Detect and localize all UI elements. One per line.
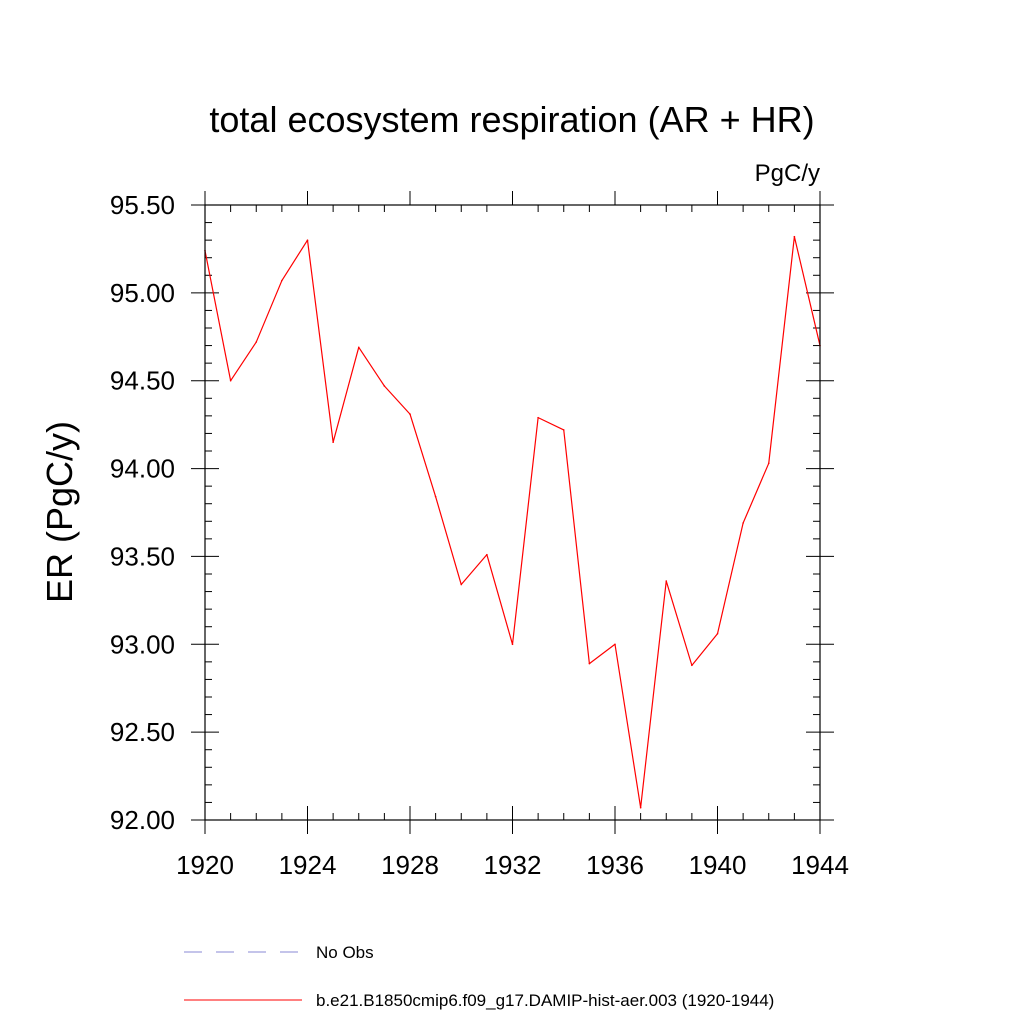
data-point [537, 416, 539, 419]
legend: No Obs b.e21.B1850cmip6.f09_g17.DAMIP-his… [184, 943, 774, 1010]
y-tick-label: 95.50 [110, 190, 175, 220]
x-tick-label: 1944 [791, 850, 849, 880]
x-tick-label: 1920 [176, 850, 234, 880]
plot-frame [204, 204, 821, 821]
y-tick-label: 95.00 [110, 278, 175, 308]
x-tick-label: 1936 [586, 850, 644, 880]
y-axis-label: ER (PgC/y) [39, 421, 80, 603]
data-point [793, 235, 796, 238]
y-tick-label: 94.00 [110, 454, 175, 484]
data-point [306, 239, 309, 241]
y-tick-label: 93.50 [110, 541, 175, 571]
data-point [639, 806, 642, 809]
ticks-layer: 1920 1924 1928 1932 1936 1940 1944 92.00 92.50 93… [110, 190, 849, 880]
data-point [716, 632, 719, 635]
data-point [255, 341, 258, 343]
data-point [332, 441, 334, 444]
y-tick-label: 94.50 [110, 366, 175, 396]
data-point [562, 429, 565, 431]
data-point [434, 495, 437, 498]
y-tick-label: 92.00 [110, 805, 175, 835]
series-line [204, 236, 821, 809]
data-point [229, 379, 232, 382]
legend-label: No Obs [316, 943, 374, 962]
chart-title: total ecosystem respiration (AR + HR) [209, 99, 814, 140]
legend-label: b.e21.B1850cmip6.f09_g17.DAMIP-hist-aer.… [316, 991, 774, 1010]
x-tick-label: 1940 [689, 850, 747, 880]
data-point [409, 413, 411, 415]
data-point [281, 279, 283, 282]
data-point [588, 662, 591, 665]
data-point [614, 643, 616, 646]
x-tick-label: 1924 [279, 850, 337, 880]
data-point [511, 643, 514, 646]
series-layer [204, 235, 821, 809]
data-point [357, 346, 360, 349]
units-label: PgC/y [755, 160, 820, 187]
x-tick-label: 1932 [484, 850, 542, 880]
data-point [665, 580, 668, 582]
data-point [742, 522, 744, 524]
data-point [383, 385, 386, 387]
data-point [691, 664, 693, 667]
y-tick-label: 92.50 [110, 717, 175, 747]
x-tick-label: 1928 [381, 850, 439, 880]
data-point [460, 583, 463, 586]
data-point [486, 553, 488, 556]
data-point [767, 462, 770, 465]
y-tick-label: 93.00 [110, 629, 175, 659]
